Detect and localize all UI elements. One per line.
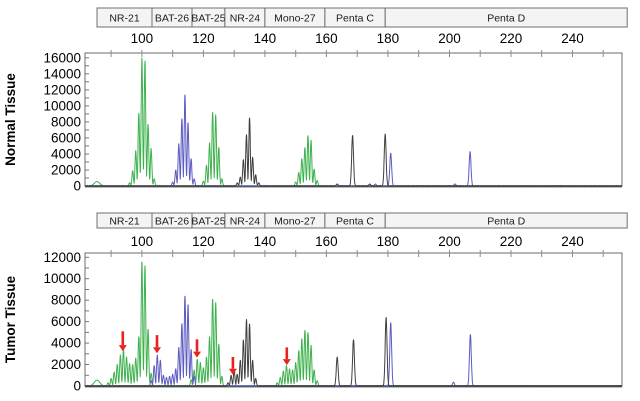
y-tick-label-10000: 10000 <box>43 271 81 286</box>
tumor-black-channel-trace <box>84 317 623 387</box>
x-tick-label-100: 100 <box>131 234 154 249</box>
tumor-plot-box <box>84 252 623 387</box>
x-tick-label-100: 100 <box>131 31 154 46</box>
panel-normal: NR-21 BAT-26 BAT-25 NR-24 Mono-27 Penta C Pent… <box>3 7 628 194</box>
x-tick-label-240: 240 <box>561 31 584 46</box>
normal-x-ticks <box>110 50 604 57</box>
marker-label-BAT-26: BAT-26 <box>155 215 189 227</box>
x-tick-label-180: 180 <box>377 31 400 46</box>
arrow-head-2 <box>153 347 161 354</box>
arrow-head-1 <box>118 345 127 352</box>
x-tick-label-200: 200 <box>438 31 461 46</box>
tumor-x-ticks <box>110 250 604 257</box>
tumor-marker-header: NR-21 BAT-26 BAT-25 NR-24 Mono-27 Penta C Pent… <box>96 212 628 229</box>
marker-box-Penta D <box>384 7 628 28</box>
y-tick-label-0: 0 <box>73 379 81 394</box>
normal-black-channel-trace <box>84 117 623 187</box>
tumor-instability-arrows <box>118 331 291 375</box>
y-tick-label-8000: 8000 <box>51 293 81 308</box>
tumor-panel-label: Tumor Tissue <box>3 275 18 363</box>
x-tick-label-240: 240 <box>561 234 584 249</box>
y-tick-label-12000: 12000 <box>43 82 81 97</box>
x-tick-label-180: 180 <box>377 234 400 249</box>
y-tick-label-14000: 14000 <box>43 66 81 81</box>
y-tick-label-2000: 2000 <box>51 357 81 372</box>
arrow-stem-2 <box>155 335 159 348</box>
x-tick-label-120: 120 <box>192 234 215 249</box>
normal-marker-header: NR-21 BAT-26 BAT-25 NR-24 Mono-27 Penta C Pent… <box>96 7 628 28</box>
marker-label-Mono-27: Mono-27 <box>274 215 316 227</box>
tumor-x-axis-labels: 100 120 140 160 180 200 220 240 <box>131 234 584 249</box>
arrow-stem-5 <box>285 347 289 360</box>
tumor-y-axis: 0 2000 4000 6000 8000 10000 12000 <box>43 250 89 394</box>
marker-label-NR-21: NR-21 <box>109 12 140 24</box>
y-tick-label-4000: 4000 <box>51 336 81 351</box>
marker-label-NR-21: NR-21 <box>109 215 140 227</box>
marker-box-Penta D <box>384 212 628 229</box>
marker-label-Penta C: Penta C <box>336 215 374 227</box>
y-tick-label-10000: 10000 <box>43 98 81 113</box>
normal-x-axis-labels: 100 120 140 160 180 200 220 240 <box>131 31 584 46</box>
x-tick-label-160: 160 <box>315 234 338 249</box>
arrow-head-4 <box>228 368 237 375</box>
x-tick-label-200: 200 <box>438 234 461 249</box>
y-tick-label-2000: 2000 <box>51 163 81 178</box>
marker-label-Penta C: Penta C <box>336 12 374 24</box>
y-tick-label-0: 0 <box>73 179 81 194</box>
normal-panel-label: Normal Tissue <box>3 73 18 166</box>
x-tick-label-220: 220 <box>500 234 523 249</box>
y-tick-label-8000: 8000 <box>51 114 81 129</box>
arrow-stem-4 <box>231 357 235 369</box>
arrow-head-3 <box>193 351 201 358</box>
marker-label-BAT-25: BAT-25 <box>191 215 225 227</box>
y-tick-label-4000: 4000 <box>51 147 81 162</box>
x-tick-label-120: 120 <box>192 31 215 46</box>
arrow-stem-1 <box>121 331 125 346</box>
marker-label-NR-24: NR-24 <box>230 215 261 227</box>
x-tick-label-140: 140 <box>254 234 277 249</box>
y-tick-label-6000: 6000 <box>51 314 81 329</box>
marker-label-NR-24: NR-24 <box>230 12 261 24</box>
marker-label-Penta D: Penta D <box>487 215 525 227</box>
marker-label-BAT-26: BAT-26 <box>155 12 189 24</box>
marker-label-Mono-27: Mono-27 <box>274 12 316 24</box>
y-tick-label-16000: 16000 <box>43 50 81 65</box>
x-tick-label-160: 160 <box>315 31 338 46</box>
marker-label-Penta D: Penta D <box>487 12 525 24</box>
arrow-stem-3 <box>195 339 199 352</box>
panel-tumor: NR-21 BAT-26 BAT-25 NR-24 Mono-27 Penta C Pent… <box>3 212 628 394</box>
y-tick-label-6000: 6000 <box>51 130 81 145</box>
y-tick-label-12000: 12000 <box>43 250 81 265</box>
arrow-head-5 <box>282 359 291 366</box>
marker-label-BAT-25: BAT-25 <box>191 12 225 24</box>
tumor-green-channel-trace <box>84 261 623 387</box>
x-tick-label-220: 220 <box>500 31 523 46</box>
x-tick-label-140: 140 <box>254 31 277 46</box>
